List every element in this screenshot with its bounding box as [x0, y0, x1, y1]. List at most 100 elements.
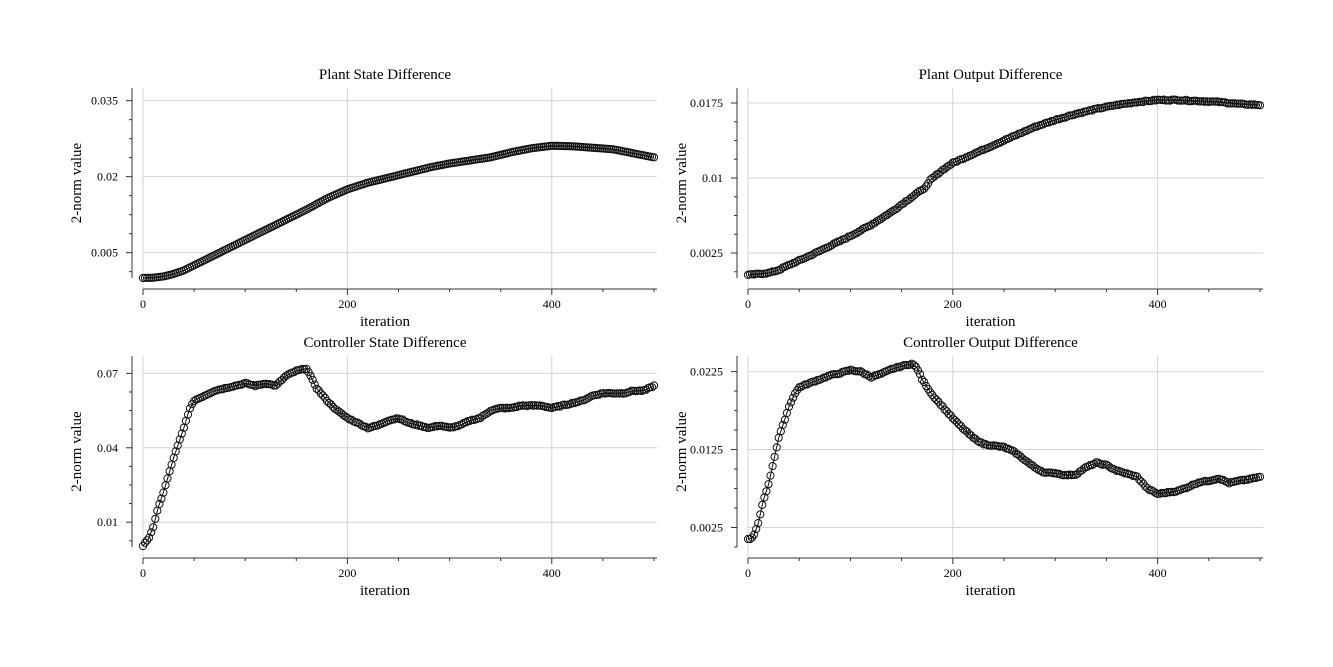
chart-panel-1: 0 200 400 0.005 0.02 0.035 Plant State Differe… [69, 67, 659, 330]
data-point [942, 163, 951, 172]
data-point [789, 393, 798, 402]
data-point [1090, 459, 1099, 468]
data-point [784, 402, 794, 411]
data-point [1255, 472, 1265, 481]
y-tick-label: 0.0025 [690, 246, 723, 260]
data-point [1120, 99, 1129, 108]
data-point [1255, 101, 1265, 110]
data-point [758, 500, 767, 509]
data-point [825, 242, 835, 251]
x-tick-label: 400 [543, 297, 561, 311]
data-point [909, 360, 919, 370]
data-point [331, 404, 340, 414]
data-point [1020, 456, 1029, 465]
data-point [140, 273, 150, 282]
x-tick-label: 400 [543, 566, 561, 580]
y-tick-label: 0.01 [97, 515, 118, 529]
data-point [339, 411, 348, 420]
data-point [312, 199, 321, 209]
data-point [967, 151, 976, 160]
x-axis-label: iteration [966, 583, 1016, 599]
data-point [259, 379, 268, 388]
data-point [326, 400, 336, 409]
chart-title: Plant Output Difference [919, 67, 1063, 83]
x-axis-label: iteration [966, 314, 1016, 330]
data-point [171, 447, 180, 456]
data-point [353, 418, 362, 427]
data-point [956, 422, 966, 431]
y-tick-label: 0.005 [91, 246, 118, 260]
data-point [1053, 469, 1062, 478]
data-point [510, 402, 520, 412]
data-point [952, 417, 962, 427]
data-point [950, 416, 959, 425]
data-point [844, 366, 853, 375]
x-axis-label: iteration [360, 314, 410, 330]
data-point [478, 412, 487, 421]
data-point [1182, 95, 1191, 104]
data-point [1174, 96, 1183, 105]
data-point [1251, 100, 1261, 110]
data-point [1233, 99, 1242, 108]
data-point [237, 380, 246, 389]
data-point [858, 368, 867, 377]
data-point [879, 213, 888, 222]
data-point [451, 422, 460, 431]
data-point [1184, 97, 1193, 106]
data-point [457, 420, 466, 429]
data-point [555, 141, 565, 151]
data-point [547, 141, 556, 150]
data-point [480, 410, 489, 420]
data-point [823, 243, 833, 252]
data-point [1223, 99, 1232, 108]
data-point [151, 514, 160, 523]
data-point [1137, 477, 1146, 486]
chart-panel-2: 0 200 400 0.0025 0.01 0.0175 Plant Output Diff… [674, 67, 1265, 330]
data-point [750, 530, 759, 539]
data-point [159, 488, 168, 497]
data-point [770, 452, 779, 461]
data-point [854, 227, 863, 236]
data-point [175, 435, 184, 444]
y-axis-label: 2-norm value [674, 142, 690, 223]
x-axis-label: iteration [360, 583, 410, 599]
y-tick-label: 0.0225 [690, 365, 723, 379]
y-tick-label: 0.01 [702, 171, 723, 185]
chart-title: Controller State Difference [304, 335, 467, 351]
y-tick-label: 0.0125 [690, 443, 723, 457]
data-point [482, 409, 491, 418]
data-point [279, 373, 289, 382]
data-point [870, 218, 880, 227]
data-point [913, 366, 923, 375]
data-point [1079, 464, 1089, 473]
data-point [277, 375, 287, 385]
data-point [1161, 489, 1170, 498]
y-tick-label: 0.0025 [690, 521, 723, 535]
data-point [155, 499, 164, 509]
data-point [190, 397, 199, 406]
data-point [1227, 99, 1236, 108]
data-point [594, 390, 603, 399]
data-point [177, 429, 186, 438]
y-axis-label: 2-norm value [674, 411, 690, 492]
data-point [915, 370, 925, 379]
data-point [1147, 486, 1156, 495]
data-point [649, 153, 659, 162]
data-point [1143, 484, 1152, 493]
y-tick-label: 0.04 [97, 441, 118, 455]
data-point [756, 510, 765, 519]
data-point [768, 462, 777, 471]
data-point [555, 402, 565, 411]
data-point [465, 416, 475, 425]
data-point [308, 375, 317, 384]
data-point [1030, 463, 1039, 472]
data-point [406, 418, 415, 428]
data-point [1118, 468, 1127, 477]
x-tick-label: 200 [944, 297, 962, 311]
data-point [930, 172, 939, 181]
data-point [895, 201, 904, 211]
data-point [786, 398, 796, 407]
data-point [776, 265, 785, 274]
data-point [918, 375, 927, 384]
data-point [760, 493, 769, 502]
